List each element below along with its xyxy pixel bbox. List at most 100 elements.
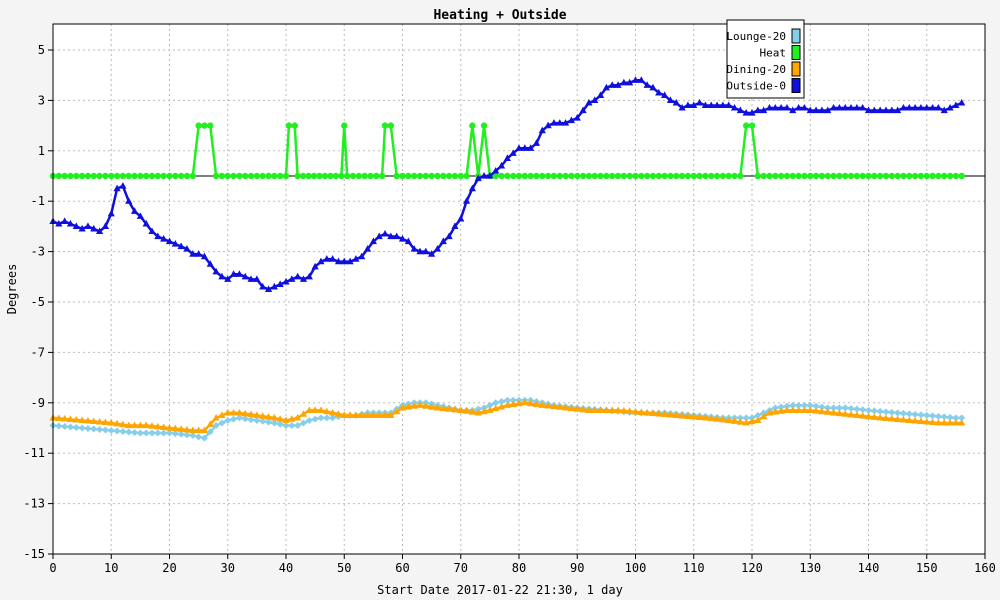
data-point [367, 172, 374, 180]
data-point [84, 222, 92, 229]
x-tick-label: 150 [916, 561, 938, 575]
data-point [253, 172, 261, 180]
data-point [329, 414, 337, 422]
y-tick-label: -1 [31, 194, 45, 208]
data-point [585, 406, 593, 413]
data-point [148, 422, 156, 429]
data-point [230, 415, 238, 423]
data-point [871, 172, 878, 180]
data-point [934, 418, 942, 426]
data-point [631, 407, 640, 415]
data-point [620, 406, 628, 414]
y-tick-label: 1 [38, 144, 45, 158]
data-point [375, 232, 383, 240]
data-point [492, 166, 500, 174]
data-point [55, 172, 63, 180]
data-point [486, 406, 494, 413]
data-point [521, 144, 529, 151]
data-point [113, 172, 121, 180]
data-point [230, 172, 237, 180]
data-point [160, 429, 168, 437]
data-point [661, 172, 668, 180]
data-point [602, 83, 610, 91]
x-tick-label: 120 [741, 561, 763, 575]
data-point [422, 172, 429, 180]
data-point [818, 407, 826, 415]
data-point [440, 172, 447, 180]
data-point [119, 182, 127, 189]
data-point [195, 433, 203, 441]
data-point [119, 428, 127, 436]
data-point [410, 172, 418, 180]
data-point [719, 415, 727, 423]
data-point [468, 184, 476, 192]
data-point [958, 414, 966, 422]
data-point [842, 172, 849, 180]
data-point [609, 172, 616, 180]
x-tick-label: 0 [49, 561, 56, 575]
data-point [492, 404, 500, 412]
data-point [824, 404, 832, 412]
data-point [684, 101, 692, 109]
data-point [369, 411, 377, 418]
data-point [917, 172, 925, 180]
data-point [61, 172, 68, 180]
y-tick-label: 5 [38, 43, 45, 57]
data-point [334, 257, 343, 265]
data-point [940, 106, 948, 114]
data-point [497, 403, 506, 410]
x-tick-label: 90 [570, 561, 584, 575]
data-point [433, 403, 442, 411]
data-point [305, 172, 312, 180]
data-point [66, 423, 74, 431]
data-point [923, 103, 931, 111]
data-point [824, 408, 832, 415]
data-point [626, 78, 634, 86]
data-point [378, 172, 386, 180]
data-point [399, 172, 406, 180]
data-point [247, 410, 255, 418]
data-point [894, 415, 902, 423]
data-point [929, 172, 936, 180]
data-point [725, 172, 732, 180]
data-point [544, 121, 552, 129]
data-point [457, 406, 465, 413]
data-point [355, 172, 363, 180]
data-point [183, 431, 191, 439]
data-point [253, 411, 261, 418]
data-point [375, 411, 383, 418]
data-point [835, 103, 843, 111]
data-point [515, 399, 523, 407]
data-point [783, 172, 791, 180]
data-point [148, 172, 156, 180]
data-point [614, 172, 622, 180]
data-point [876, 413, 884, 421]
data-point [393, 407, 401, 415]
data-point [125, 197, 133, 204]
data-point [137, 172, 144, 180]
data-point [78, 172, 86, 180]
data-point [113, 419, 121, 427]
data-point [643, 408, 651, 416]
data-point [934, 103, 942, 111]
data-point [708, 172, 715, 180]
data-point [241, 415, 249, 423]
chart-title: Heating + Outside [433, 8, 566, 23]
data-point [102, 172, 109, 180]
data-point [183, 245, 191, 252]
data-point [818, 403, 826, 411]
data-point [148, 429, 156, 437]
data-point [66, 415, 75, 423]
data-point [253, 416, 261, 424]
data-point [270, 282, 278, 290]
data-point [754, 106, 762, 114]
data-point [503, 154, 511, 161]
data-point [719, 101, 727, 109]
data-point [276, 280, 284, 287]
data-point [340, 411, 348, 418]
data-point [958, 418, 966, 426]
data-point [568, 172, 575, 180]
data-point [206, 420, 214, 427]
data-point [911, 410, 919, 418]
data-point [363, 245, 372, 252]
